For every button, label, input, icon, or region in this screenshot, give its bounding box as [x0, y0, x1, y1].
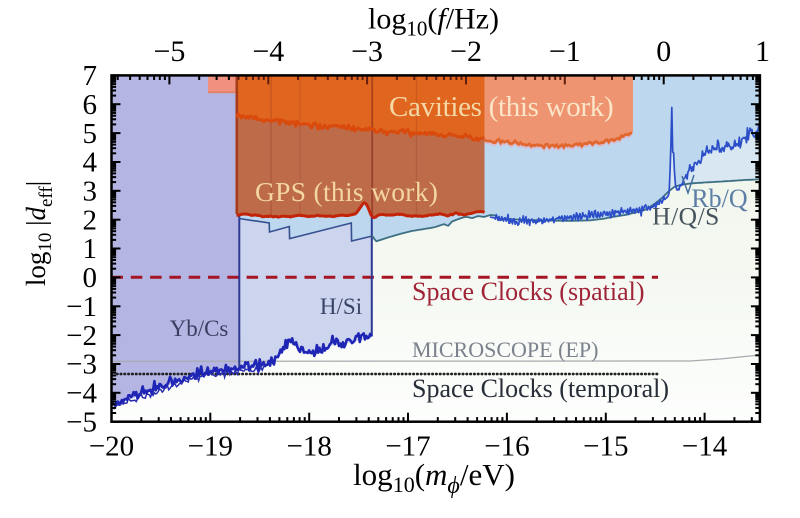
svg-text:Cavities (this work): Cavities (this work) [389, 91, 613, 123]
svg-text:0: 0 [656, 35, 671, 68]
svg-text:−3: −3 [66, 349, 97, 381]
svg-text:log10 |deff|: log10 |deff| [21, 181, 57, 286]
svg-text:Space Clocks (spatial): Space Clocks (spatial) [412, 277, 645, 306]
svg-text:−1: −1 [66, 291, 97, 323]
svg-text:Yb/Cs: Yb/Cs [170, 316, 229, 341]
svg-text:MICROSCOPE (EP): MICROSCOPE (EP) [412, 337, 598, 362]
svg-text:0: 0 [83, 262, 98, 294]
svg-text:−3: −3 [351, 35, 383, 68]
svg-text:−19: −19 [188, 431, 233, 463]
svg-text:3: 3 [83, 176, 98, 208]
svg-text:log10(f/Hz): log10(f/Hz) [368, 2, 499, 40]
svg-text:−1: −1 [549, 35, 581, 68]
svg-text:log10(mϕ/eV): log10(mϕ/eV) [353, 457, 515, 499]
svg-text:−18: −18 [287, 431, 332, 463]
svg-text:GPS (this work): GPS (this work) [255, 176, 438, 207]
svg-text:H/Si: H/Si [320, 294, 362, 319]
svg-text:1: 1 [755, 35, 770, 68]
svg-text:−20: −20 [89, 431, 134, 463]
svg-text:−4: −4 [66, 378, 97, 410]
svg-text:4: 4 [83, 147, 98, 179]
svg-text:−15: −15 [583, 431, 628, 463]
svg-text:Rb/Q: Rb/Q [691, 184, 748, 213]
svg-text:H/Q/S: H/Q/S [652, 202, 720, 231]
svg-text:2: 2 [83, 204, 98, 236]
svg-text:1: 1 [83, 233, 98, 265]
svg-text:6: 6 [83, 89, 98, 121]
svg-text:−5: −5 [153, 35, 185, 68]
svg-text:−14: −14 [682, 431, 728, 463]
svg-text:−5: −5 [66, 406, 97, 438]
svg-text:−4: −4 [252, 35, 284, 68]
svg-text:−17: −17 [385, 431, 430, 463]
svg-text:Space Clocks (temporal): Space Clocks (temporal) [412, 374, 669, 403]
svg-text:−2: −2 [450, 35, 482, 68]
svg-text:−16: −16 [484, 431, 529, 463]
svg-text:5: 5 [83, 118, 98, 150]
svg-text:−2: −2 [66, 320, 97, 352]
svg-text:7: 7 [83, 60, 98, 92]
